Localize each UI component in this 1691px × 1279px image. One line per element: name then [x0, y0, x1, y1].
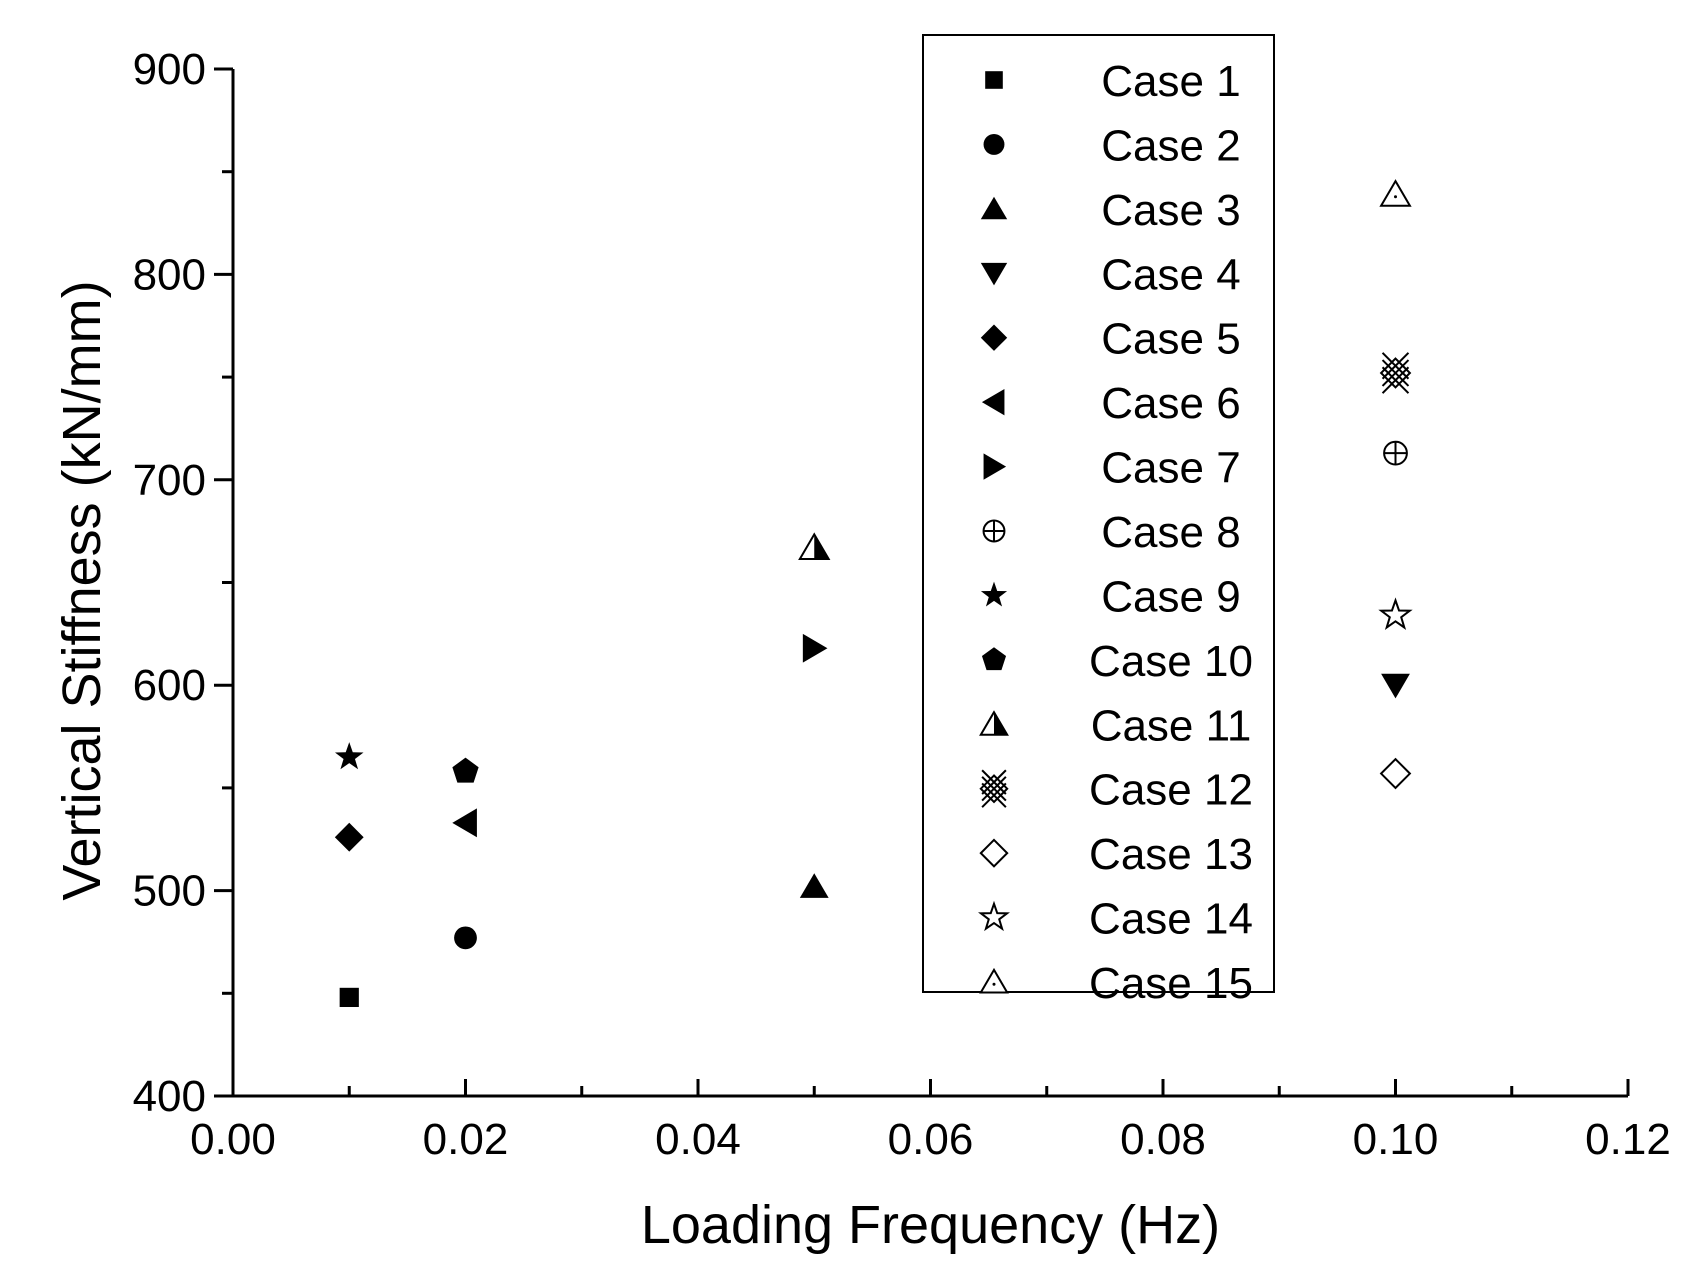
- legend-item: Case 11: [979, 701, 1252, 750]
- x-tick-label: 0.02: [423, 1115, 509, 1164]
- legend-label: Case 9: [1101, 572, 1240, 621]
- legend-marker: [983, 453, 1007, 480]
- legend-label: Case 14: [1089, 895, 1253, 944]
- y-tick-label: 700: [133, 456, 206, 505]
- data-point-case-1: [339, 987, 359, 1008]
- data-point-case-10: [452, 757, 479, 783]
- legend-item: Case 13: [979, 830, 1253, 879]
- data-point-case-14: [1378, 597, 1413, 630]
- legend-marker: [979, 710, 1009, 736]
- legend-label: Case 13: [1089, 830, 1253, 879]
- y-axis-title: Vertical Stiffness (kN/mm): [52, 280, 112, 900]
- legend-marker: [983, 133, 1005, 155]
- x-tick-label: 0.06: [888, 1115, 974, 1164]
- legend-marker: [985, 71, 1003, 89]
- data-point-case-5: [334, 822, 364, 852]
- x-axis-title: Loading Frequency (Hz): [641, 1195, 1220, 1255]
- legend-marker: [980, 581, 1008, 607]
- legend-item: Case 7: [983, 444, 1241, 493]
- legend-marker: [980, 324, 1008, 351]
- data-point-case-6: [452, 808, 477, 838]
- legend-item: Case 14: [978, 895, 1253, 944]
- legend: Case 1 Case 2 Case 3 Case 4 Case 5 Case 6 Case…: [922, 34, 1275, 1008]
- legend-label: Case 5: [1101, 315, 1240, 364]
- ticks: 0.00 0.02 0.04 0.06 0.08 0.10 0.12 400 500 600 700…: [133, 45, 1671, 1164]
- x-tick-label: 0.08: [1120, 1115, 1206, 1164]
- legend-item: Case 4: [980, 250, 1241, 299]
- legend-marker: [979, 769, 1009, 808]
- legend-marker: [979, 967, 1009, 994]
- legend-item: Case 1: [985, 57, 1241, 106]
- data-point-case-9: [334, 742, 364, 770]
- data-point-case-3: [799, 873, 829, 898]
- legend-label: Case 4: [1101, 250, 1240, 299]
- legend-item: Case 5: [980, 315, 1241, 364]
- y-tick-label: 400: [133, 1072, 206, 1121]
- legend-item: Case 10: [981, 637, 1253, 686]
- legend-label: Case 10: [1089, 637, 1253, 686]
- legend-marker: [980, 262, 1008, 286]
- data-point-case-11: [798, 532, 831, 560]
- y-tick-label: 500: [133, 867, 206, 916]
- legend-item: Case 2: [983, 121, 1241, 170]
- data-points: [334, 179, 1413, 1008]
- legend-marker: [980, 196, 1008, 220]
- x-tick-label: 0.12: [1585, 1115, 1671, 1164]
- data-point-case-7: [802, 633, 828, 663]
- legend-label: Case 11: [1091, 701, 1252, 750]
- y-tick-label: 800: [133, 250, 206, 299]
- data-point-case-8: [1383, 440, 1408, 466]
- legend-marker: [981, 388, 1005, 416]
- x-tick-label: 0.04: [655, 1115, 741, 1164]
- legend-marker: [981, 647, 1007, 671]
- legend-label: Case 8: [1101, 508, 1240, 557]
- y-tick-label: 900: [133, 45, 206, 94]
- data-point-case-13: [1379, 757, 1412, 790]
- legend-label: Case 6: [1101, 379, 1240, 428]
- legend-item: Case 6: [981, 379, 1241, 428]
- legend-label: Case 2: [1101, 121, 1240, 170]
- y-tick-label: 600: [133, 661, 206, 710]
- legend-label: Case 3: [1101, 186, 1240, 235]
- legend-label: Case 15: [1089, 959, 1253, 1008]
- legend-item: Case 9: [980, 572, 1241, 621]
- legend-item: Case 15: [979, 959, 1253, 1008]
- x-tick-label: 0.10: [1353, 1115, 1439, 1164]
- legend-label: Case 12: [1089, 766, 1253, 815]
- legend-marker: [982, 519, 1006, 543]
- data-point-case-12: [1379, 352, 1412, 394]
- legend-label: Case 1: [1101, 57, 1240, 106]
- legend-label: Case 7: [1101, 444, 1240, 493]
- legend-marker: [979, 838, 1009, 868]
- legend-item: Case 3: [980, 186, 1241, 235]
- data-point-case-15: [1379, 179, 1412, 207]
- x-tick-label: 0.00: [190, 1115, 276, 1164]
- legend-box: [922, 34, 1275, 993]
- data-point-case-4: [1381, 673, 1410, 699]
- data-point-case-2: [454, 926, 477, 950]
- legend-item: Case 12: [979, 766, 1253, 815]
- legend-marker: [978, 900, 1010, 932]
- legend-item: Case 8: [982, 508, 1241, 557]
